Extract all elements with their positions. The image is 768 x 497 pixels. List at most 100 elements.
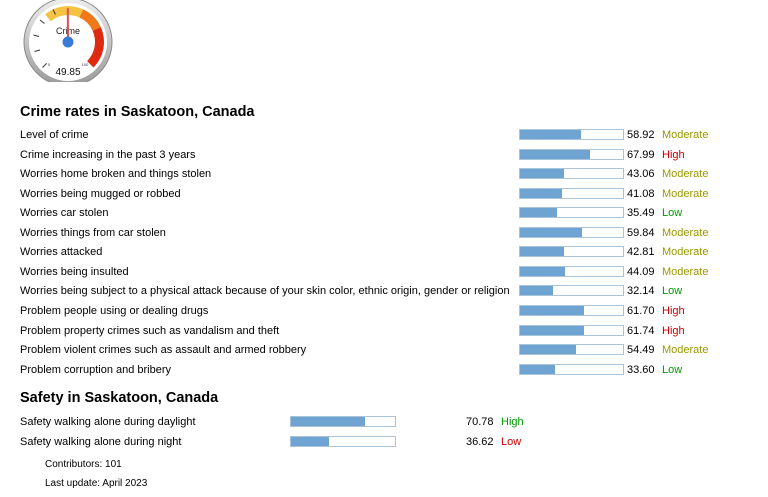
crime-row-value: 32.14: [627, 285, 655, 298]
crime-row-bar: [519, 207, 624, 219]
crime-row-bar: [519, 226, 624, 238]
crime-row-label: Worries being mugged or robbed: [20, 187, 181, 200]
crime-row-bar-fill: [520, 149, 591, 159]
crime-row-value: 43.06: [627, 168, 655, 181]
safety-row-bar-fill: [291, 417, 365, 426]
safety-row-label: Safety walking alone during daylight: [20, 416, 196, 428]
crime-row-bar: [519, 168, 624, 180]
crime-row-value: 44.09: [627, 265, 655, 278]
crime-row-label: Worries attacked: [20, 246, 103, 259]
crime-gauge: Crime 0 100 49.85: [23, 0, 113, 82]
crime-row-bar-fill: [520, 188, 563, 198]
crime-row-bar-fill: [520, 286, 554, 296]
crime-row-bar-fill: [520, 345, 577, 355]
crime-row-rating: Low: [662, 363, 683, 376]
crime-row-rating: High: [662, 304, 685, 317]
safety-row-bar-fill: [291, 436, 330, 446]
crime-row-bar: [519, 148, 624, 160]
crime-row-rating: Moderate: [662, 168, 709, 181]
safety-row-bar: [290, 416, 396, 427]
crime-row-rating: Moderate: [662, 265, 709, 278]
crime-row: Problem corruption and bribery 33.60 Low: [0, 361, 768, 380]
crime-row: Worries being mugged or robbed 41.08 Moder…: [0, 185, 768, 204]
crime-row-rating: High: [662, 324, 685, 337]
crime-row-value: 41.08: [627, 187, 655, 200]
crime-row-rating: Moderate: [662, 246, 709, 259]
crime-row-rating: Moderate: [662, 344, 709, 357]
crime-row-bar-fill: [520, 247, 565, 257]
safety-row-label: Safety walking alone during night: [20, 435, 182, 448]
crime-row-rating: Low: [662, 285, 683, 298]
safety-row-bar: [290, 435, 396, 447]
gauge-value: 49.85: [55, 67, 80, 78]
contributors-count: Contributors: 101: [45, 459, 122, 470]
crime-row-value: 42.81: [627, 246, 655, 259]
gauge-hub: [62, 36, 74, 48]
gauge-yellow-band: [45, 6, 84, 22]
crime-row-rating: Moderate: [662, 187, 709, 200]
crime-row-label: Worries car stolen: [20, 207, 109, 220]
crime-row-bar: [519, 344, 624, 356]
crime-row: Worries attacked 42.81 Moderate: [0, 243, 768, 262]
crime-row-label: Problem people using or dealing drugs: [20, 304, 209, 317]
crime-row: Level of crime 58.92 Moderate: [0, 126, 768, 145]
crime-section-title: Crime rates in Saskatoon, Canada: [20, 104, 255, 120]
crime-row: Problem property crimes such as vandalis…: [0, 322, 768, 341]
safety-row-value: 36.62: [466, 435, 494, 448]
crime-row-rating: High: [662, 148, 685, 161]
crime-row-bar-fill: [520, 364, 555, 374]
crime-row-label: Problem violent crimes such as assault a…: [20, 344, 307, 357]
crime-row-label: Crime increasing in the past 3 years: [20, 148, 196, 161]
crime-row: Worries home broken and things stolen 43.…: [0, 165, 768, 184]
crime-row-bar-fill: [520, 130, 581, 139]
crime-row-value: 61.70: [627, 304, 655, 317]
crime-row-label: Level of crime: [20, 129, 89, 141]
crime-row: Worries being insulted 44.09 Moderate: [0, 263, 768, 282]
crime-row-label: Problem property crimes such as vandalis…: [20, 324, 280, 337]
crime-row-value: 67.99: [627, 148, 655, 161]
crime-row-bar: [519, 285, 624, 297]
crime-row-rating: Moderate: [662, 226, 709, 239]
gauge-max-label: 100: [82, 62, 89, 67]
safety-section-title: Safety in Saskatoon, Canada: [20, 390, 219, 406]
crime-row-bar-fill: [520, 208, 557, 218]
crime-row: Problem people using or dealing drugs 61.…: [0, 302, 768, 321]
crime-row-bar-fill: [520, 305, 584, 315]
last-update: Last update: April 2023: [45, 478, 148, 489]
safety-row: Safety walking alone during daylight 70.7…: [0, 413, 768, 432]
crime-row: Crime increasing in the past 3 years 67.9…: [0, 146, 768, 165]
crime-row-value: 59.84: [627, 226, 655, 239]
crime-row-value: 33.60: [627, 363, 655, 376]
crime-row: Worries being subject to a physical atta…: [0, 282, 768, 301]
safety-row: Safety walking alone during night 36.62 Lo…: [0, 433, 768, 452]
crime-row-bar-fill: [520, 325, 584, 335]
crime-row-rating: Moderate: [662, 129, 709, 141]
crime-row-rating: Low: [662, 207, 683, 220]
crime-row-label: Worries being subject to a physical atta…: [20, 285, 510, 298]
crime-row-value: 58.92: [627, 129, 655, 141]
crime-row-bar: [519, 246, 624, 258]
crime-row-value: 35.49: [627, 207, 655, 220]
safety-row-value: 70.78: [466, 416, 494, 428]
crime-row-label: Worries home broken and things stolen: [20, 168, 212, 181]
crime-row-label: Worries things from car stolen: [20, 226, 166, 239]
crime-row: Worries car stolen 35.49 Low: [0, 204, 768, 223]
crime-row-label: Worries being insulted: [20, 265, 129, 278]
safety-row-rating: Low: [501, 435, 522, 448]
crime-row-label: Problem corruption and bribery: [20, 363, 172, 376]
crime-row-bar: [519, 187, 624, 199]
crime-row-bar: [519, 363, 624, 375]
crime-row-bar: [519, 129, 624, 140]
crime-row-bar: [519, 304, 624, 316]
crime-row-bar-fill: [520, 169, 565, 179]
crime-row: Worries things from car stolen 59.84 Moder…: [0, 224, 768, 243]
crime-row-bar: [519, 324, 624, 336]
gauge-orange-band: [79, 9, 101, 31]
crime-row: Problem violent crimes such as assault a…: [0, 341, 768, 360]
crime-row-bar: [519, 265, 624, 277]
gauge-min-label: 0: [48, 62, 51, 67]
gauge-red-band: [87, 27, 105, 68]
safety-row-rating: High: [501, 416, 524, 428]
crime-row-bar-fill: [520, 266, 566, 276]
crime-row-value: 54.49: [627, 344, 655, 357]
